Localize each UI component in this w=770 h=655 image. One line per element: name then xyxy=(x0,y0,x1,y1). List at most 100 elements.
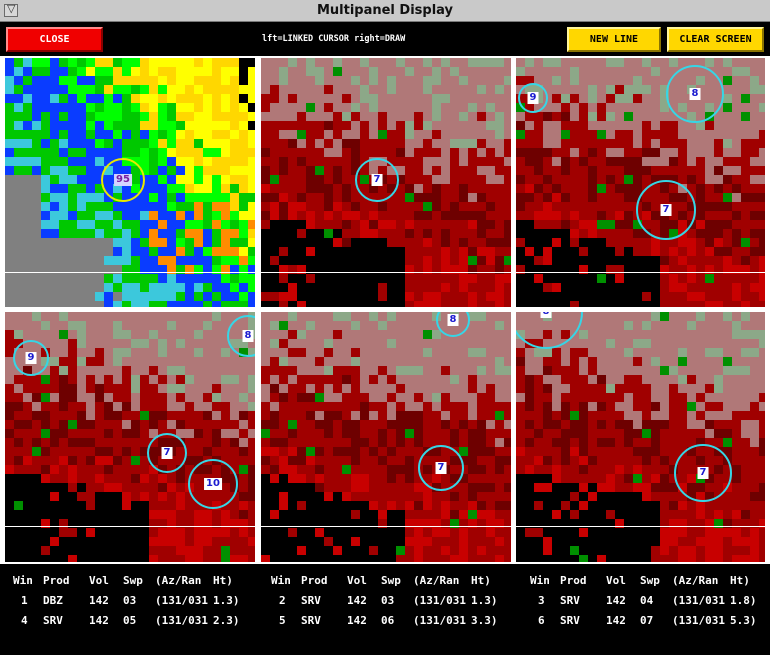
table-cell-prod: SRV xyxy=(301,614,321,627)
radar-image xyxy=(516,312,765,562)
table-cell-vol: 142 xyxy=(606,594,626,607)
column-header: Prod xyxy=(301,574,328,587)
radar-panel-4[interactable]: 9 8 7 10 xyxy=(5,312,255,562)
storm-marker-label: 95 xyxy=(114,174,132,186)
storm-marker-label: 9 xyxy=(527,92,539,104)
radar-panel-3[interactable]: 9 8 7 xyxy=(516,58,765,307)
window-title: Multipanel Display xyxy=(316,3,454,18)
storm-marker-label: 8 xyxy=(447,314,459,326)
table-cell-ht: 1.3) xyxy=(213,594,240,607)
table-row: 2 SRV 142 03 (131/031 1.3) xyxy=(271,594,506,614)
storm-marker-label: 9 xyxy=(25,352,37,364)
storm-marker-label: 8 xyxy=(689,88,701,100)
table-cell-win: 2 xyxy=(279,594,286,607)
linked-cursor-line xyxy=(261,526,511,527)
table-cell-ht: 1.3) xyxy=(471,594,498,607)
table-cell-ht: 1.8) xyxy=(730,594,757,607)
table-row: 6 SRV 142 07 (131/031 5.3) xyxy=(530,614,765,634)
table-cell-prod: SRV xyxy=(301,594,321,607)
table-cell-ht: 3.3) xyxy=(471,614,498,627)
column-header: Ht) xyxy=(730,574,750,587)
table-cell-ht: 2.3) xyxy=(213,614,240,627)
storm-marker-label: 8 xyxy=(540,312,552,318)
clear-screen-button[interactable]: CLEAR SCREEN xyxy=(667,27,764,52)
table-header-row: Win Prod Vol Swp (Az/Ran Ht) xyxy=(271,574,506,594)
storm-marker-label: 7 xyxy=(697,467,709,479)
table-cell-swp: 06 xyxy=(381,614,395,627)
table-row: 5 SRV 142 06 (131/031 3.3) xyxy=(271,614,506,634)
storm-marker-label: 7 xyxy=(371,174,383,186)
window-menu-button[interactable]: ▽ xyxy=(4,2,18,17)
table-cell-azran: (131/031 xyxy=(672,594,725,607)
mouse-help-text: lft=LINKED CURSOR right=DRAW xyxy=(262,34,406,44)
table-cell-win: 5 xyxy=(279,614,286,627)
linked-cursor-line xyxy=(5,272,255,273)
table-cell-azran: (131/031 xyxy=(413,594,466,607)
table-cell-win: 3 xyxy=(538,594,545,607)
linked-cursor-line xyxy=(261,272,511,273)
table-cell-prod: DBZ xyxy=(43,594,63,607)
table-cell-prod: SRV xyxy=(560,594,580,607)
radar-image xyxy=(516,58,765,307)
table-cell-win: 1 xyxy=(21,594,28,607)
table-cell-azran: (131/031 xyxy=(155,614,208,627)
table-cell-win: 4 xyxy=(21,614,28,627)
table-cell-swp: 03 xyxy=(381,594,395,607)
radar-panel-6[interactable]: 87 xyxy=(516,312,765,562)
column-header: Swp xyxy=(381,574,401,587)
toolbar: CLOSE lft=LINKED CURSOR right=DRAW NEW L… xyxy=(0,22,770,56)
table-cell-azran: (131/031 xyxy=(672,614,725,627)
storm-marker-label: 7 xyxy=(161,447,173,459)
storm-marker-label: 10 xyxy=(204,478,222,490)
table-cell-azran: (131/031 xyxy=(413,614,466,627)
table-header-row: Win Prod Vol Swp (Az/Ran Ht) xyxy=(13,574,248,594)
table-cell-swp: 03 xyxy=(123,594,137,607)
new-line-button[interactable]: NEW LINE xyxy=(567,27,661,52)
column-header: Swp xyxy=(640,574,660,587)
table-cell-ht: 5.3) xyxy=(730,614,757,627)
table-cell-swp: 07 xyxy=(640,614,654,627)
radar-image xyxy=(5,312,255,562)
table-cell-vol: 142 xyxy=(89,594,109,607)
storm-marker-label: 7 xyxy=(660,204,672,216)
column-header: Vol xyxy=(347,574,367,587)
storm-marker-label: 8 xyxy=(242,330,254,342)
table-cell-prod: SRV xyxy=(560,614,580,627)
column-header: (Az/Ran xyxy=(155,574,202,587)
table-cell-azran: (131/031 xyxy=(155,594,208,607)
radar-image xyxy=(261,58,511,307)
column-header: Win xyxy=(530,574,550,587)
product-info-table: Win Prod Vol Swp (Az/Ran Ht) 1 DBZ 142 03 (131/031… xyxy=(0,564,770,655)
column-header: Prod xyxy=(43,574,70,587)
column-header: (Az/Ran xyxy=(672,574,719,587)
close-button[interactable]: CLOSE xyxy=(6,27,103,52)
column-header: Prod xyxy=(560,574,587,587)
radar-image xyxy=(261,312,511,562)
column-header: Ht) xyxy=(213,574,233,587)
table-cell-vol: 142 xyxy=(606,614,626,627)
column-header: (Az/Ran xyxy=(413,574,460,587)
column-header: Win xyxy=(13,574,33,587)
radar-panel-2[interactable]: 7 xyxy=(261,58,511,307)
table-cell-vol: 142 xyxy=(347,594,367,607)
column-header: Ht) xyxy=(471,574,491,587)
window-menu-icon: ▽ xyxy=(7,2,16,15)
table-cell-prod: SRV xyxy=(43,614,63,627)
table-cell-vol: 142 xyxy=(347,614,367,627)
storm-marker-label: 7 xyxy=(435,462,447,474)
linked-cursor-line xyxy=(516,272,765,273)
column-header: Swp xyxy=(123,574,143,587)
table-row: 3 SRV 142 04 (131/031 1.8) xyxy=(530,594,765,614)
linked-cursor-line xyxy=(5,526,255,527)
info-group-3: Win Prod Vol Swp (Az/Ran Ht) 3 SRV 142 04 (131/031… xyxy=(530,574,765,634)
title-bar[interactable]: ▽ Multipanel Display xyxy=(0,0,770,22)
table-cell-vol: 142 xyxy=(89,614,109,627)
table-row: 4 SRV 142 05 (131/031 2.3) xyxy=(13,614,248,634)
table-header-row: Win Prod Vol Swp (Az/Ran Ht) xyxy=(530,574,765,594)
column-header: Vol xyxy=(606,574,626,587)
radar-panel-1[interactable]: 95 xyxy=(5,58,255,307)
info-group-2: Win Prod Vol Swp (Az/Ran Ht) 2 SRV 142 03 (131/031… xyxy=(271,574,506,634)
info-group-1: Win Prod Vol Swp (Az/Ran Ht) 1 DBZ 142 03 (131/031… xyxy=(13,574,248,634)
